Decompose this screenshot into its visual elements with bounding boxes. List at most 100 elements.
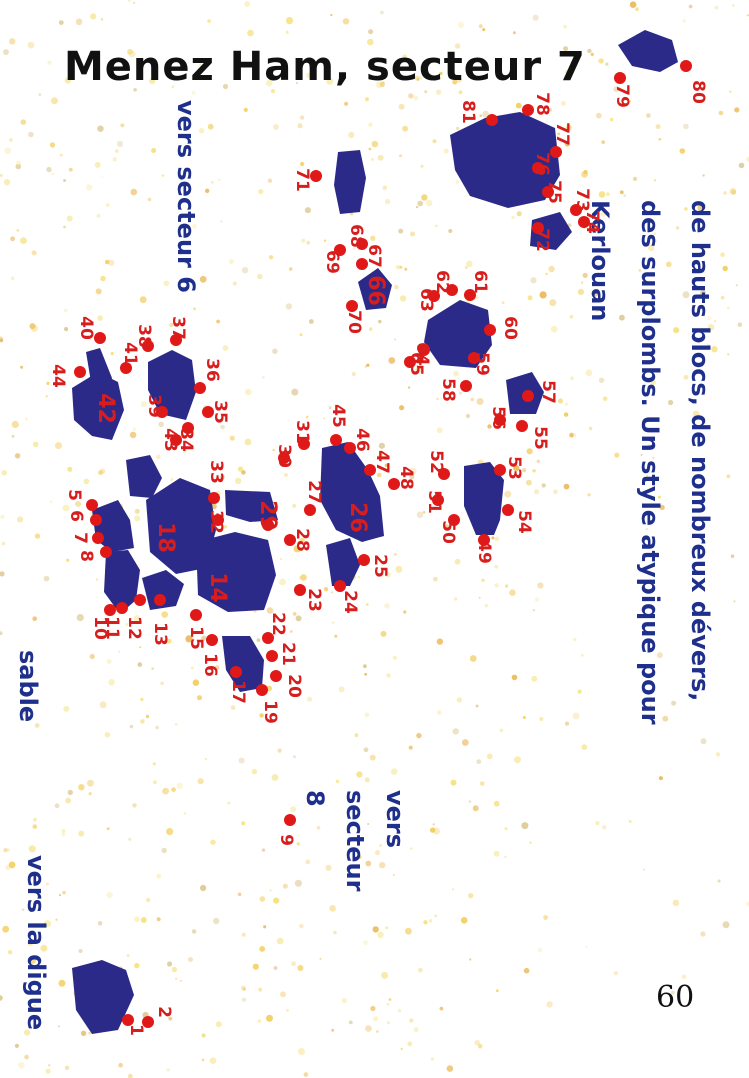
sand-star <box>451 888 455 891</box>
sand-star <box>399 405 405 411</box>
problem-dot-53 <box>494 464 506 476</box>
sand-star <box>127 1073 133 1078</box>
sand-star <box>145 714 150 719</box>
sand-star <box>75 18 83 26</box>
sand-star <box>560 100 566 106</box>
sand-star <box>222 83 229 90</box>
sand-star <box>20 237 27 245</box>
sand-star <box>486 753 493 760</box>
sand-star <box>388 998 392 1001</box>
sand-star <box>132 803 137 808</box>
problem-number-42: 42 <box>92 393 118 424</box>
sand-star <box>241 985 246 991</box>
sand-star <box>256 638 261 642</box>
sand-star <box>619 314 625 321</box>
problem-number-72: 72 <box>531 228 552 252</box>
sand-star <box>308 319 314 324</box>
sand-star <box>638 269 642 272</box>
sand-star <box>628 100 632 103</box>
sand-star <box>573 637 577 642</box>
sand-star <box>229 435 235 441</box>
sand-star <box>162 787 170 795</box>
problem-number-24: 24 <box>339 590 360 614</box>
sand-star <box>316 825 321 830</box>
sand-star <box>587 48 592 54</box>
sand-star <box>653 179 656 182</box>
sand-star <box>152 762 156 766</box>
sand-star <box>717 879 721 883</box>
sand-star <box>94 161 101 168</box>
sand-star <box>395 265 401 270</box>
sand-star <box>15 163 22 170</box>
problem-dot-28 <box>284 534 296 546</box>
sand-star <box>700 931 706 937</box>
sand-star <box>409 467 417 475</box>
sand-star <box>595 821 600 826</box>
sand-star <box>200 884 207 892</box>
sand-star <box>472 67 476 70</box>
sand-star <box>673 327 680 334</box>
sand-star <box>30 324 38 332</box>
sand-star <box>378 452 384 458</box>
sand-star <box>416 511 424 519</box>
sand-star <box>166 1068 170 1072</box>
sand-star <box>163 280 170 287</box>
sand-star <box>494 536 500 542</box>
sand-star <box>378 442 385 449</box>
problem-number-9: 9 <box>275 834 296 846</box>
sand-star <box>537 582 544 589</box>
sand-star <box>54 803 60 809</box>
sand-star <box>448 229 453 233</box>
sand-star <box>299 923 304 929</box>
problem-dot-74 <box>578 216 590 228</box>
problem-dot-35 <box>202 406 214 418</box>
sand-star <box>134 962 140 969</box>
sand-star <box>175 977 178 980</box>
sand-star <box>511 674 518 681</box>
problem-number-70: 70 <box>343 310 364 334</box>
sand-star <box>425 199 433 207</box>
sand-star <box>529 841 532 844</box>
sand-star <box>191 929 197 934</box>
sand-star <box>474 1040 481 1046</box>
sand-star <box>133 615 140 622</box>
sand-star <box>746 156 749 162</box>
sand-star <box>356 771 363 778</box>
sand-star <box>459 391 462 395</box>
problem-number-81: 81 <box>457 100 478 124</box>
sand-star <box>543 915 548 920</box>
sand-star <box>729 188 737 195</box>
sand-star <box>28 845 36 853</box>
sand-star <box>408 93 414 99</box>
problem-number-5: 5 <box>63 489 84 501</box>
sand-star <box>78 784 85 791</box>
sand-star <box>29 323 36 330</box>
sand-star <box>262 376 265 379</box>
sand-star <box>29 956 37 964</box>
sand-star <box>479 781 485 786</box>
sand-star <box>374 850 381 856</box>
sand-star <box>257 273 263 280</box>
boulder-10 <box>104 550 140 614</box>
problem-number-18: 18 <box>152 522 178 553</box>
sand-star <box>67 789 74 796</box>
sand-star <box>127 48 133 55</box>
sand-star <box>137 60 141 64</box>
label-vers-secteur-8: vers secteur 8 <box>301 790 409 892</box>
sand-star <box>384 463 389 467</box>
sand-star <box>158 421 164 428</box>
problem-dot-9 <box>284 814 296 826</box>
sand-star <box>418 967 423 973</box>
sand-star <box>537 948 543 953</box>
sand-star <box>207 19 212 23</box>
problem-dot-57 <box>522 390 534 402</box>
sand-star <box>679 148 686 154</box>
sand-star <box>658 138 662 141</box>
sand-star <box>285 17 294 25</box>
sand-star <box>384 603 390 609</box>
sand-star <box>420 164 424 168</box>
problem-number-68: 68 <box>345 224 366 248</box>
problem-dot-16 <box>206 634 218 646</box>
sand-star <box>100 275 106 282</box>
sand-star <box>384 198 391 205</box>
